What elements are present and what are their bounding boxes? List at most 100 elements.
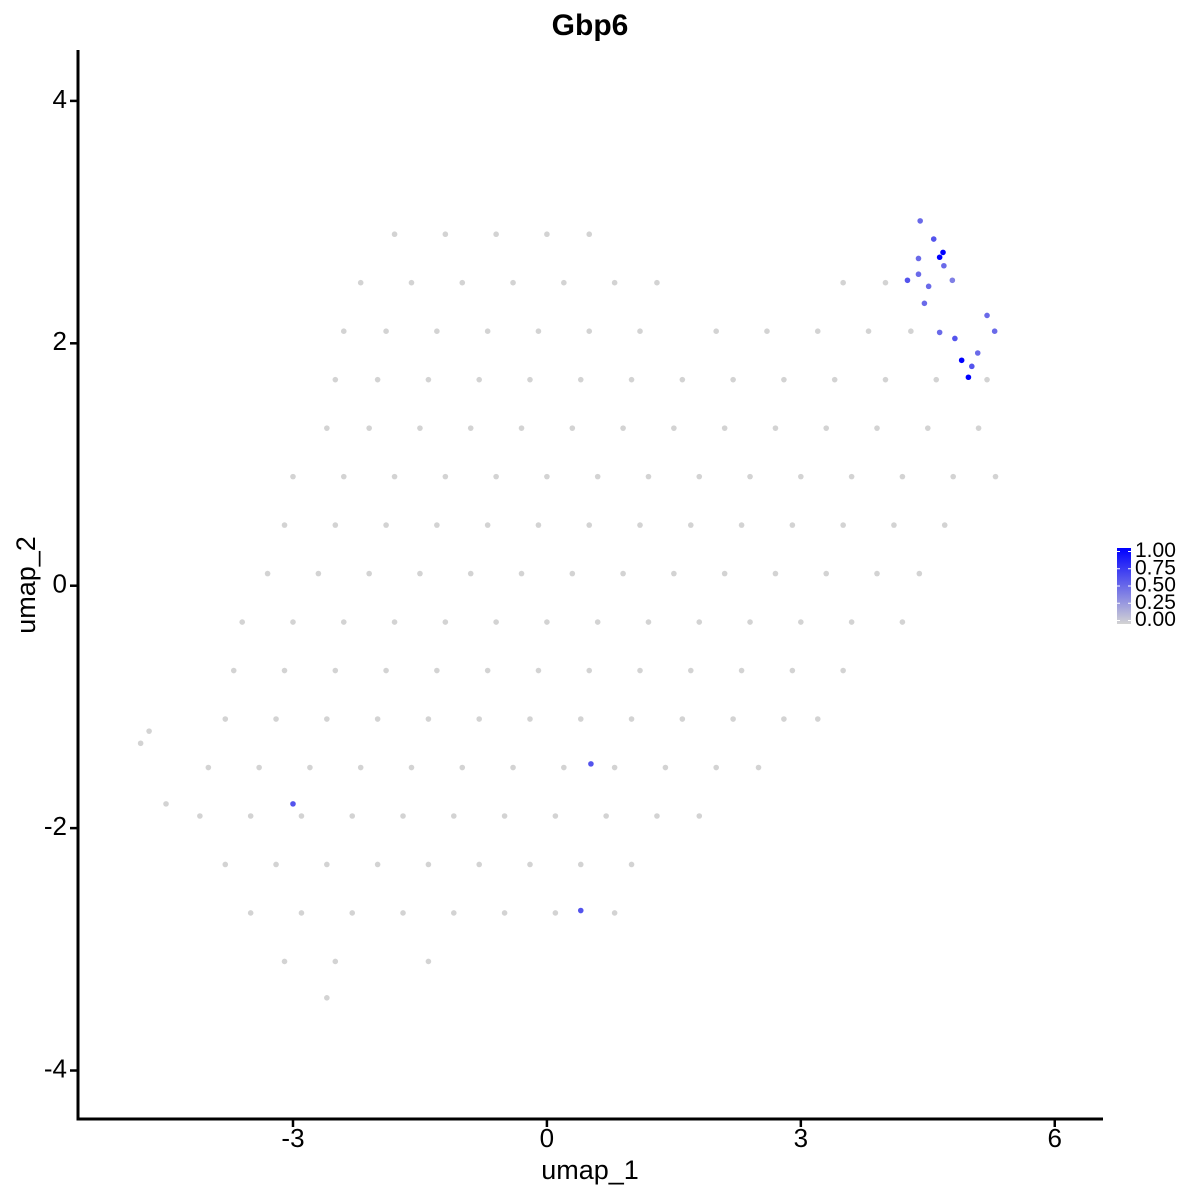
point bbox=[874, 425, 880, 431]
point bbox=[577, 861, 584, 868]
point bbox=[798, 473, 804, 480]
point bbox=[544, 619, 550, 625]
point bbox=[924, 425, 931, 431]
point bbox=[738, 667, 745, 674]
point bbox=[628, 376, 635, 383]
point bbox=[425, 376, 432, 383]
legend-label: 0.75 bbox=[1135, 556, 1176, 579]
point bbox=[442, 231, 449, 238]
point bbox=[197, 813, 203, 819]
point bbox=[958, 357, 965, 364]
point bbox=[936, 329, 943, 336]
point bbox=[738, 522, 745, 528]
point bbox=[992, 473, 999, 480]
y-tick-label: 0 bbox=[53, 569, 67, 599]
point bbox=[315, 570, 322, 577]
point bbox=[451, 813, 457, 819]
point bbox=[679, 376, 686, 383]
point bbox=[645, 473, 652, 480]
point bbox=[493, 473, 499, 480]
point bbox=[577, 376, 584, 383]
point bbox=[425, 861, 432, 868]
point bbox=[137, 740, 144, 747]
point bbox=[442, 619, 449, 625]
point bbox=[484, 522, 491, 528]
point bbox=[917, 218, 923, 224]
point bbox=[586, 231, 593, 238]
point bbox=[332, 522, 339, 528]
point bbox=[484, 667, 491, 674]
point bbox=[696, 813, 703, 819]
point bbox=[273, 861, 279, 868]
point bbox=[281, 667, 288, 674]
point bbox=[527, 861, 533, 868]
point bbox=[535, 522, 542, 528]
legend-label: 0.50 bbox=[1135, 574, 1176, 597]
point bbox=[747, 619, 753, 625]
point bbox=[586, 667, 593, 674]
point bbox=[848, 619, 855, 625]
point bbox=[915, 255, 922, 262]
point bbox=[781, 716, 787, 722]
point bbox=[552, 910, 559, 916]
point bbox=[671, 570, 677, 577]
point bbox=[974, 350, 981, 356]
point bbox=[273, 716, 279, 722]
point bbox=[969, 363, 975, 370]
point bbox=[459, 764, 466, 771]
point bbox=[721, 570, 728, 577]
point bbox=[637, 328, 643, 334]
point bbox=[332, 667, 339, 674]
point bbox=[781, 376, 787, 383]
point bbox=[620, 425, 626, 431]
point bbox=[510, 764, 516, 771]
point bbox=[949, 277, 956, 284]
point bbox=[391, 231, 398, 238]
point bbox=[307, 764, 313, 771]
point bbox=[290, 619, 296, 625]
point bbox=[645, 619, 652, 625]
point bbox=[882, 376, 889, 383]
point bbox=[991, 328, 998, 334]
point bbox=[383, 522, 389, 528]
point bbox=[349, 813, 356, 819]
y-tick-label: 2 bbox=[53, 326, 67, 356]
point bbox=[713, 328, 719, 334]
point bbox=[713, 764, 719, 771]
point bbox=[230, 667, 237, 674]
point bbox=[340, 619, 347, 625]
point bbox=[628, 861, 635, 868]
point bbox=[561, 279, 567, 286]
point bbox=[493, 231, 499, 238]
point bbox=[921, 300, 928, 307]
point bbox=[882, 279, 889, 286]
point bbox=[925, 283, 932, 290]
point bbox=[798, 619, 804, 625]
point bbox=[434, 667, 440, 674]
point bbox=[865, 328, 872, 334]
point bbox=[952, 335, 958, 342]
x-tick-label: -3 bbox=[281, 1123, 304, 1153]
point bbox=[247, 813, 254, 819]
point bbox=[527, 716, 533, 722]
point bbox=[391, 473, 398, 480]
point bbox=[324, 425, 330, 431]
point bbox=[569, 425, 576, 431]
point bbox=[930, 236, 937, 242]
point bbox=[611, 910, 618, 916]
point bbox=[965, 374, 972, 381]
point bbox=[476, 376, 482, 383]
point bbox=[577, 716, 584, 722]
point bbox=[687, 522, 694, 528]
point bbox=[264, 570, 271, 577]
point bbox=[442, 473, 449, 480]
point bbox=[637, 522, 643, 528]
point bbox=[535, 328, 542, 334]
point bbox=[357, 764, 364, 771]
point bbox=[848, 473, 855, 480]
point bbox=[687, 667, 694, 674]
legend-label: 1.00 bbox=[1135, 539, 1176, 562]
point bbox=[569, 570, 576, 577]
point bbox=[281, 958, 288, 965]
point bbox=[425, 716, 432, 722]
